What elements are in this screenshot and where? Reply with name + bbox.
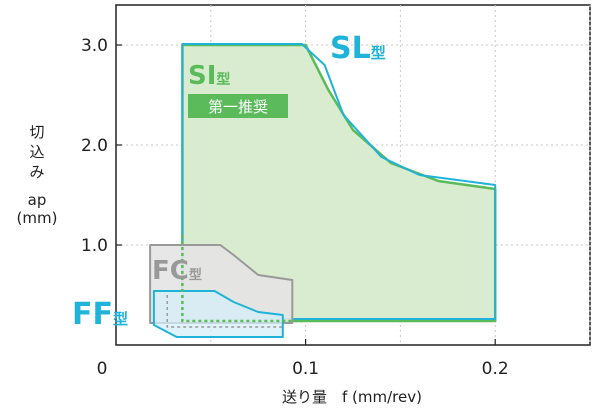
recommended-badge-label: 第一推奨 — [208, 98, 268, 116]
si-boundary-dashed — [181, 235, 306, 323]
y-axis-label-line-5: (mm) — [17, 209, 58, 227]
y-axis-label-line-3: み — [29, 163, 44, 181]
x-tick-label: 0.2 — [482, 359, 509, 379]
fc-label: FC型 — [152, 256, 202, 286]
y-tick-label: 1.0 — [81, 236, 108, 256]
y-axis-label-line-4: ap — [28, 191, 47, 209]
y-axis-label-line-2: 込 — [29, 143, 44, 161]
x-tick-label: 0.1 — [292, 359, 319, 379]
si-label: SI型 — [188, 61, 230, 91]
x-axis-label: 送り量 f (mm/rev) — [282, 388, 422, 406]
x-tick-label: 0 — [97, 359, 108, 379]
ff-inner-guide — [166, 295, 283, 328]
ff-region — [152, 290, 284, 338]
recommended-badge — [188, 94, 288, 118]
y-axis-label-line-1: 切 — [29, 123, 44, 141]
sl-label: SL型 — [330, 31, 386, 66]
y-axis-label: 切 込 み ap (mm) — [17, 123, 58, 227]
sl-region — [181, 43, 497, 320]
y-tick-label: 3.0 — [81, 36, 108, 56]
y-tick-label: 2.0 — [81, 136, 108, 156]
ff-label: FF型 — [72, 297, 128, 332]
